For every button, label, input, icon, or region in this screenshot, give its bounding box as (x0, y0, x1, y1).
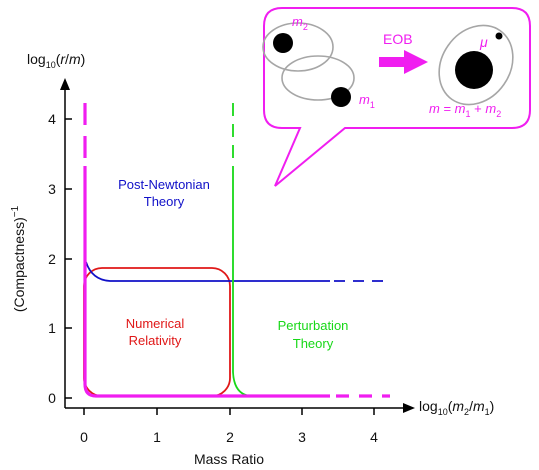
pn-label-line2: Theory (144, 194, 185, 209)
x-axis-log-label: log10(m2/m1) (419, 398, 494, 417)
x-tick-label-0: 0 (80, 429, 88, 445)
total-mass-body (455, 51, 493, 89)
y-tick-label-2: 2 (48, 251, 56, 267)
orbit-m2 (262, 22, 334, 72)
eob-bubble: m2 m1 EOB μ m = m1 + m2 (262, 7, 531, 187)
perturbation-boundary (232, 103, 252, 397)
eob-boundary (83, 103, 390, 398)
axes: 0 1 2 3 4 0 1 2 3 4 log10(r/m) (Compactn… (10, 51, 494, 467)
x-tick-label-1: 1 (153, 429, 161, 445)
nr-label-line2: Relativity (129, 333, 182, 348)
pn-label-line1: Post-Newtonian (118, 177, 210, 192)
x-tick-label-3: 3 (298, 429, 306, 445)
x-tick-label-2: 2 (226, 429, 234, 445)
bubble-outline (263, 7, 531, 187)
pt-label-line1: Perturbation (278, 318, 349, 333)
eob-curve (83, 166, 330, 398)
pt-label-line2: Theory (293, 336, 334, 351)
m2-label: m2 (292, 14, 308, 32)
mass-equation: m = m1 + m2 (429, 101, 501, 119)
post-newtonian-boundary (85, 261, 390, 282)
nr-label-line1: Numerical (126, 316, 185, 331)
orbit-m1 (281, 55, 355, 101)
y-axis-title: (Compactness)−1 (10, 205, 27, 312)
x-tick-marks (83, 408, 375, 415)
x-tick-label-4: 4 (370, 429, 378, 445)
y-tick-label-1: 1 (48, 320, 56, 336)
y-tick-label-0: 0 (48, 390, 56, 406)
y-tick-label-4: 4 (48, 111, 56, 127)
numerical-relativity-region (83, 267, 231, 397)
pn-curve (85, 261, 330, 282)
x-axis-title: Mass Ratio (194, 451, 264, 467)
eob-label: EOB (383, 31, 413, 47)
reduced-mass-body (495, 32, 503, 40)
y-tick-marks (65, 118, 72, 399)
x-axis-arrowhead (403, 403, 415, 413)
black-hole-m1 (331, 87, 351, 107)
mu-label: μ (479, 34, 488, 50)
m1-label: m1 (359, 92, 375, 110)
eob-arrow-icon (379, 50, 428, 74)
effective-orbit (438, 24, 514, 106)
y-axis-arrowhead (60, 78, 70, 90)
y-axis-log-label: log10(r/m) (27, 51, 85, 70)
black-hole-m2 (273, 33, 293, 53)
y-tick-label-3: 3 (48, 181, 56, 197)
